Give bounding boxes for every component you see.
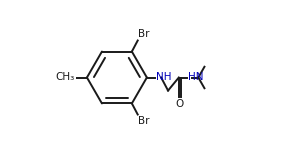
Text: NH: NH <box>156 73 171 82</box>
Text: CH₃: CH₃ <box>55 73 75 82</box>
Text: HN: HN <box>188 73 203 82</box>
Text: Br: Br <box>139 116 150 126</box>
Text: O: O <box>176 99 184 109</box>
Text: Br: Br <box>139 29 150 39</box>
